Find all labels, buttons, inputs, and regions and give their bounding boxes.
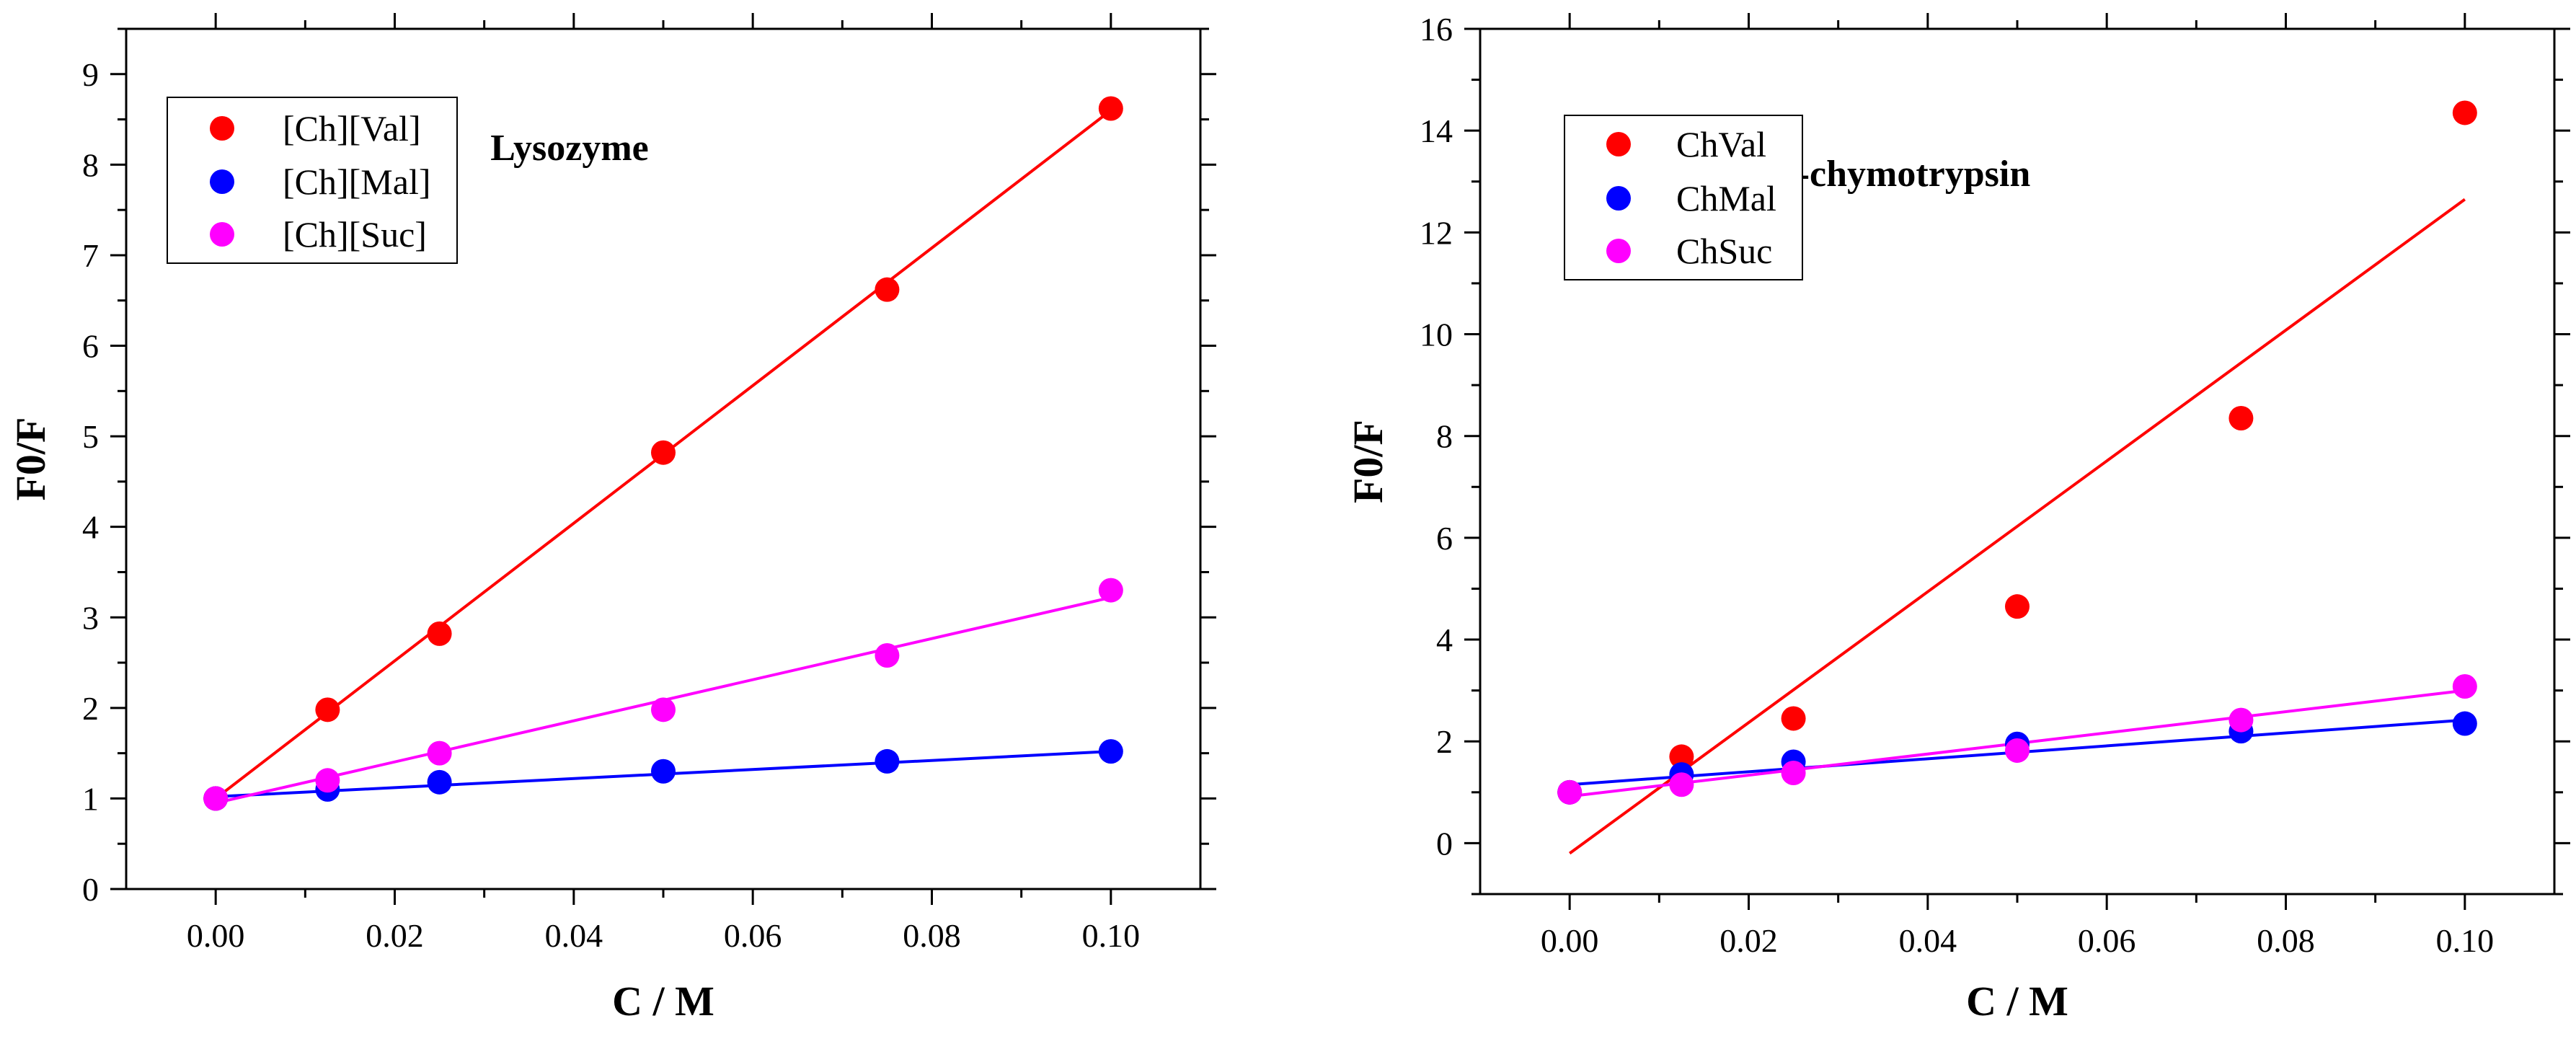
data-point [1098,739,1123,764]
panel-title: Lysozyme [490,128,649,169]
data-point [2452,711,2477,736]
x-axis-title: C / M [1966,978,2068,1025]
data-point [2452,674,2477,699]
legend-label: ChSuc [1676,231,1772,271]
data-point [2005,738,2030,763]
legend-label: ChVal [1676,124,1766,164]
legend-marker [210,169,234,194]
x-tick-label: 0.06 [2078,922,2136,959]
data-point [1781,706,1806,731]
data-point [1098,578,1123,603]
legend-label: ChMal [1676,178,1776,218]
data-point [875,277,900,302]
x-tick-label: 0.04 [1899,922,1957,959]
y-axis-title: F0/F [7,417,54,501]
y-axis-title: F0/F [1345,420,1391,503]
legend-marker [210,222,234,247]
y-tick-label: 1 [82,780,99,817]
y-tick-label: 10 [1420,317,1453,353]
chart-chymotrypsin: 0.00 0.02 0.04 0.06 0.08 0.10 0 2 4 6 8 10 12 14 16 C /… [1345,11,2570,1025]
data-point [1669,772,1694,797]
x-tick-label: 0.02 [366,917,424,954]
y-tick-label: 14 [1420,112,1453,149]
data-point [427,740,452,766]
data-point [315,768,340,793]
y-tick-label: 7 [82,237,99,274]
y-tick-label: 2 [1436,723,1453,760]
data-point [315,697,340,722]
chart-lysozyme: 0.00 0.02 0.04 0.06 0.08 0.10 0 1 2 3 4 5 6 7 8 9 C / M F… [7,13,1216,1025]
y-tick-label: 6 [82,328,99,365]
y-tick-label: 3 [82,599,99,636]
legend-marker [210,116,234,141]
x-tick-label: 0.00 [187,917,245,954]
y-tick-label: 6 [1436,520,1453,557]
data-point [2452,100,2477,125]
data-point [2228,707,2254,733]
y-tick-label: 4 [82,509,99,546]
legend-label: [Ch][Val] [283,108,421,149]
panel-title: α-chymotrypsin [1776,154,2031,195]
x-tick-label: 0.04 [545,917,603,954]
x-tick-label: 0.10 [1082,917,1141,954]
data-point [203,786,229,811]
y-tick-label: 12 [1420,214,1453,251]
data-point [427,621,452,646]
data-point [651,759,676,784]
x-tick-label: 0.08 [903,917,961,954]
data-point [651,440,676,465]
legend-box [1564,115,1803,280]
y-tick-label: 8 [82,146,99,183]
data-point [2228,406,2254,430]
y-tick-label: 4 [1436,622,1453,658]
data-point [875,748,900,774]
y-tick-label: 0 [1436,825,1453,862]
x-tick-label: 0.06 [724,917,782,954]
y-tick-label: 5 [82,418,99,455]
data-point [2005,594,2030,619]
data-point [1557,779,1583,805]
data-point [651,697,676,722]
y-tick-label: 2 [82,690,99,727]
legend-label: [Ch][Suc] [283,214,427,255]
x-tick-label: 0.02 [1719,922,1778,959]
legend-marker [1606,132,1631,156]
x-tick-label: 0.10 [2436,922,2495,959]
data-point [875,643,900,668]
legend-marker [1606,186,1631,211]
x-tick-label: 0.00 [1541,922,1599,959]
y-tick-label: 8 [1436,418,1453,455]
y-tick-label: 16 [1420,11,1453,48]
x-axis-title: C / M [612,978,714,1025]
data-point [1669,744,1694,769]
y-tick-label: 0 [82,871,99,908]
legend-marker [1606,239,1631,263]
data-point [1781,761,1806,785]
data-point [1098,96,1123,121]
legend-label: [Ch][Mal] [283,162,431,202]
data-point [427,769,452,795]
fit-line-1 [1568,198,2466,855]
x-tick-label: 0.08 [2257,922,2315,959]
y-tick-label: 9 [82,56,99,93]
